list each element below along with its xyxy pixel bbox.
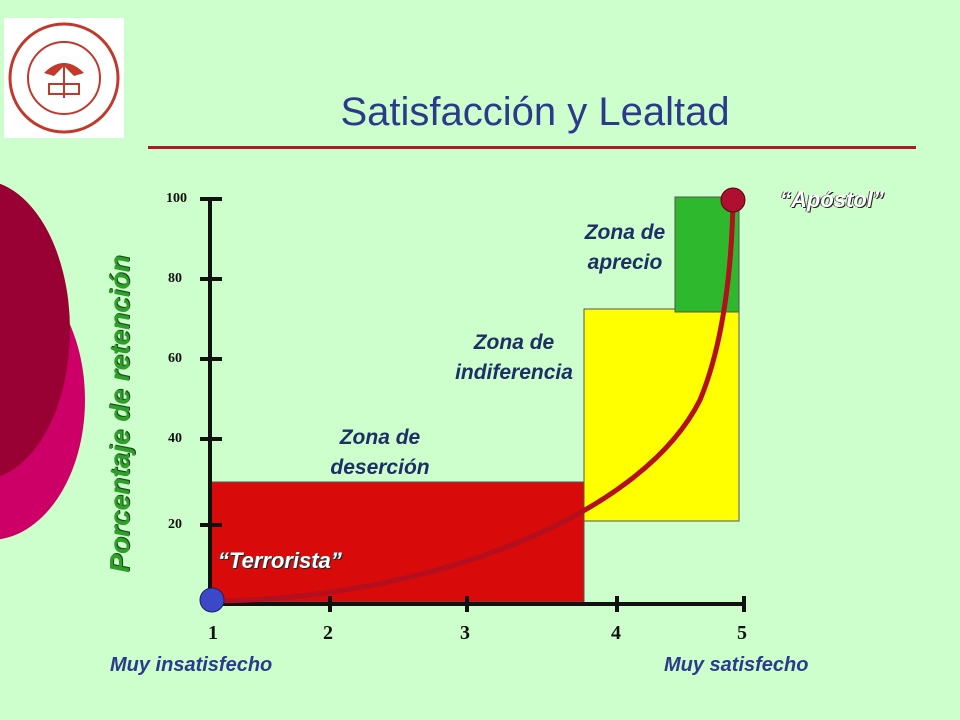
zone-desercion-label-line1: Zona de bbox=[339, 426, 421, 449]
x-tick-label-4: 4 bbox=[611, 622, 621, 644]
side-decoration bbox=[0, 183, 85, 540]
zone-desercion-label-line2: deserción bbox=[330, 456, 430, 479]
zone-indiferencia-label: Zona de indiferencia bbox=[434, 328, 594, 388]
zone-aprecio-label-line1: Zona de bbox=[584, 221, 666, 244]
terrorista-label: “Terrorista” bbox=[218, 548, 342, 573]
x-axis-right-label: Muy satisfecho bbox=[664, 654, 809, 676]
slide-title: Satisfacción y Lealtad bbox=[340, 90, 730, 134]
y-tick-label-80: 80 bbox=[168, 271, 182, 286]
x-tick-label-2: 2 bbox=[323, 622, 333, 644]
zone-aprecio-label: Zona de aprecio bbox=[555, 218, 695, 278]
x-tick-label-5: 5 bbox=[737, 622, 747, 644]
y-tick-label-40: 40 bbox=[168, 431, 182, 446]
zone-aprecio-label-line2: aprecio bbox=[587, 251, 663, 274]
institution-logo bbox=[4, 18, 124, 138]
zone-desercion-label: Zona de deserción bbox=[300, 423, 460, 483]
x-tick-label-3: 3 bbox=[460, 622, 470, 644]
y-tick-label-60: 60 bbox=[168, 351, 182, 366]
title-divider bbox=[148, 146, 916, 149]
x-axis-left-label: Muy insatisfecho bbox=[110, 654, 273, 676]
zone-indiferencia-label-line1: Zona de bbox=[473, 331, 555, 354]
zone-indiferencia-area bbox=[583, 308, 740, 522]
zone-desercion-area bbox=[209, 481, 585, 603]
start-point bbox=[199, 587, 225, 613]
zone-indiferencia-label-line2: indiferencia bbox=[455, 361, 573, 384]
end-point bbox=[720, 187, 746, 213]
x-tick-label-1: 1 bbox=[208, 622, 218, 644]
y-tick-label-100: 100 bbox=[166, 191, 187, 206]
loyalty-curve bbox=[211, 199, 736, 604]
apostol-label: “Apóstol” bbox=[780, 187, 884, 212]
y-tick-label-20: 20 bbox=[168, 517, 182, 532]
